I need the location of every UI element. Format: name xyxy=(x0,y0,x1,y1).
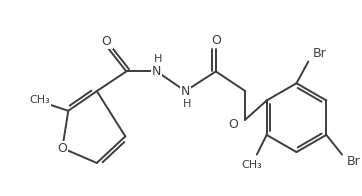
Text: O: O xyxy=(58,142,67,155)
Text: Br: Br xyxy=(347,155,361,168)
Text: H: H xyxy=(183,99,191,109)
Text: O: O xyxy=(228,118,239,131)
Text: Br: Br xyxy=(313,47,327,60)
Text: N: N xyxy=(181,85,190,98)
Text: O: O xyxy=(211,34,221,47)
Text: H: H xyxy=(153,54,162,64)
Text: N: N xyxy=(152,65,161,78)
Text: O: O xyxy=(102,35,111,48)
Text: CH₃: CH₃ xyxy=(241,160,262,170)
Text: CH₃: CH₃ xyxy=(29,95,50,105)
